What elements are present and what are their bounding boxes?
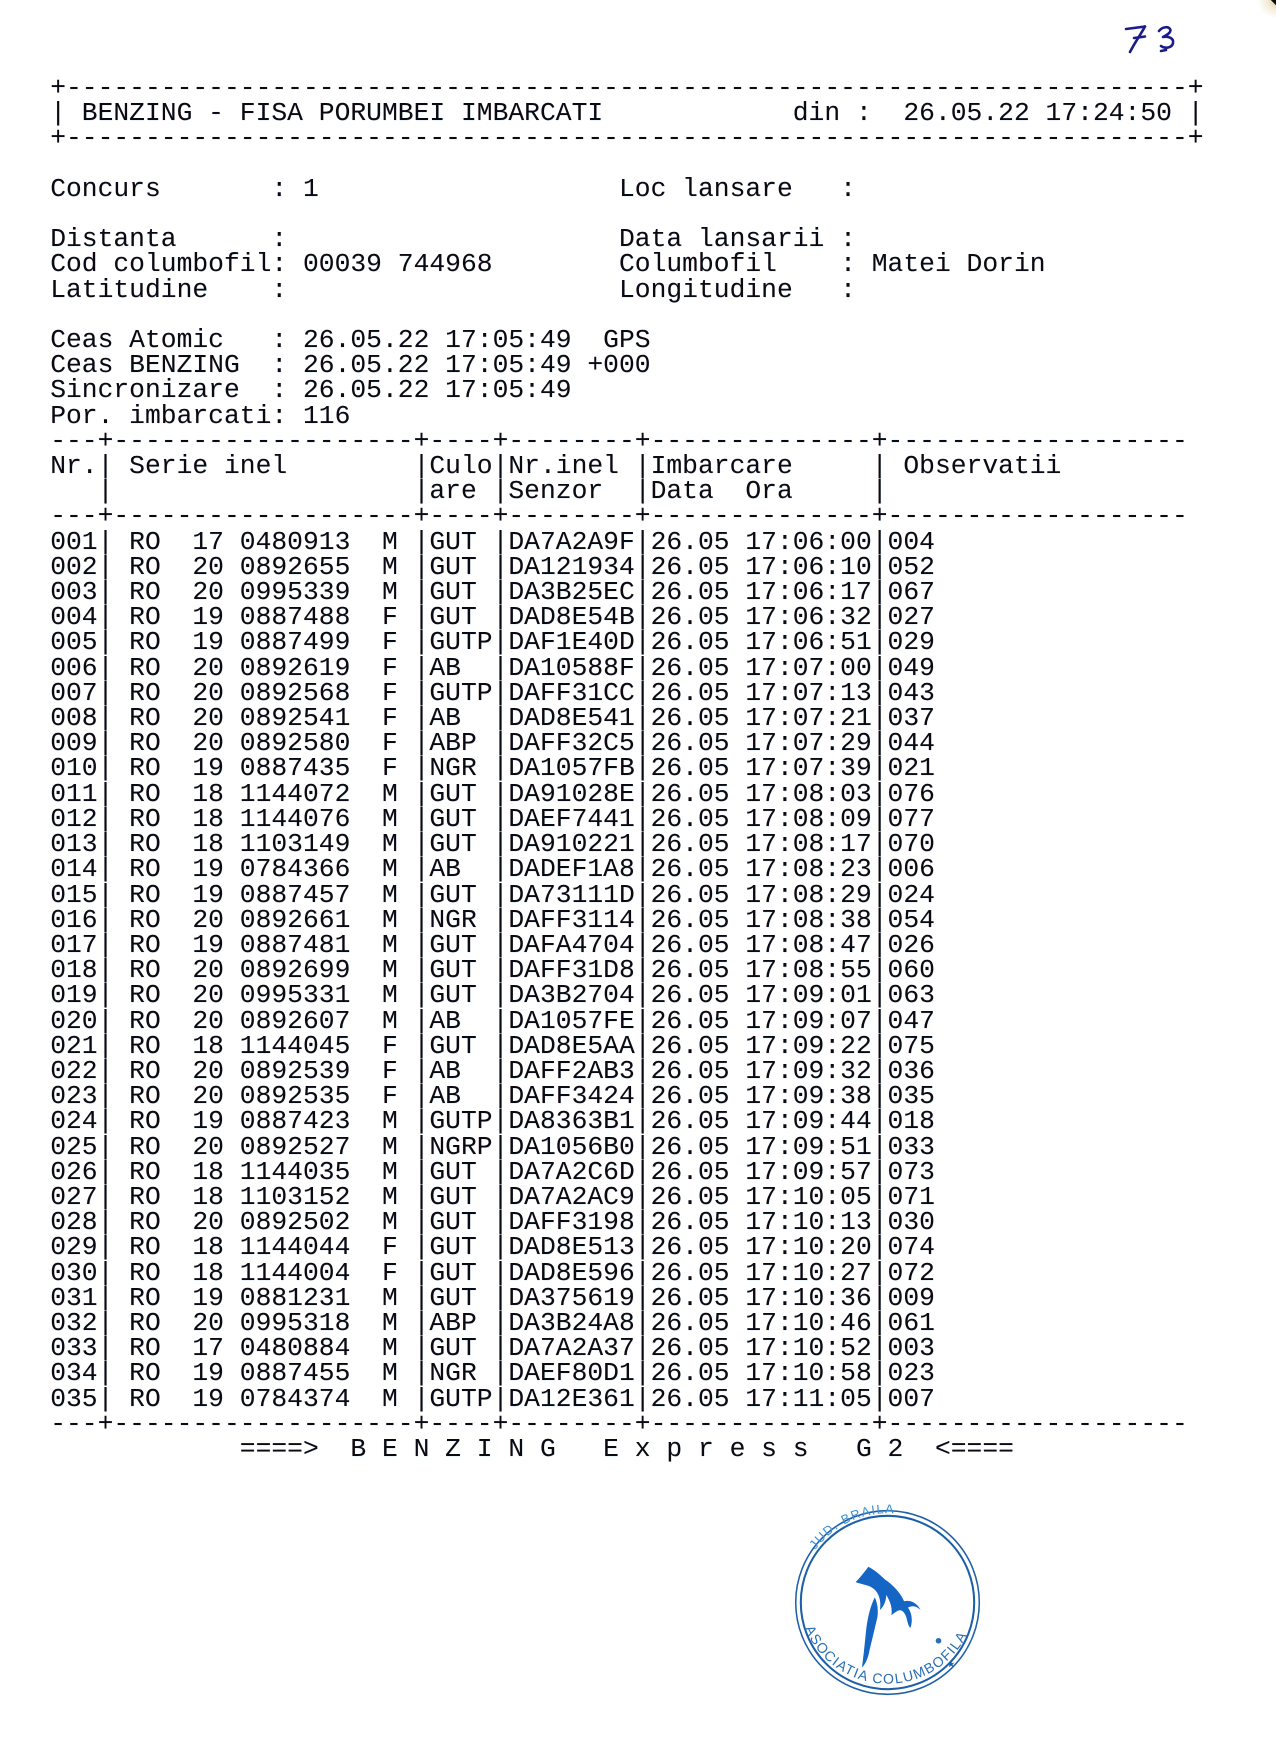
svg-text:ASOCIATIA COLUMBOFILA: ASOCIATIA COLUMBOFILA xyxy=(802,1622,970,1686)
svg-text:JUD. BRAILA: JUD. BRAILA xyxy=(806,1501,895,1552)
